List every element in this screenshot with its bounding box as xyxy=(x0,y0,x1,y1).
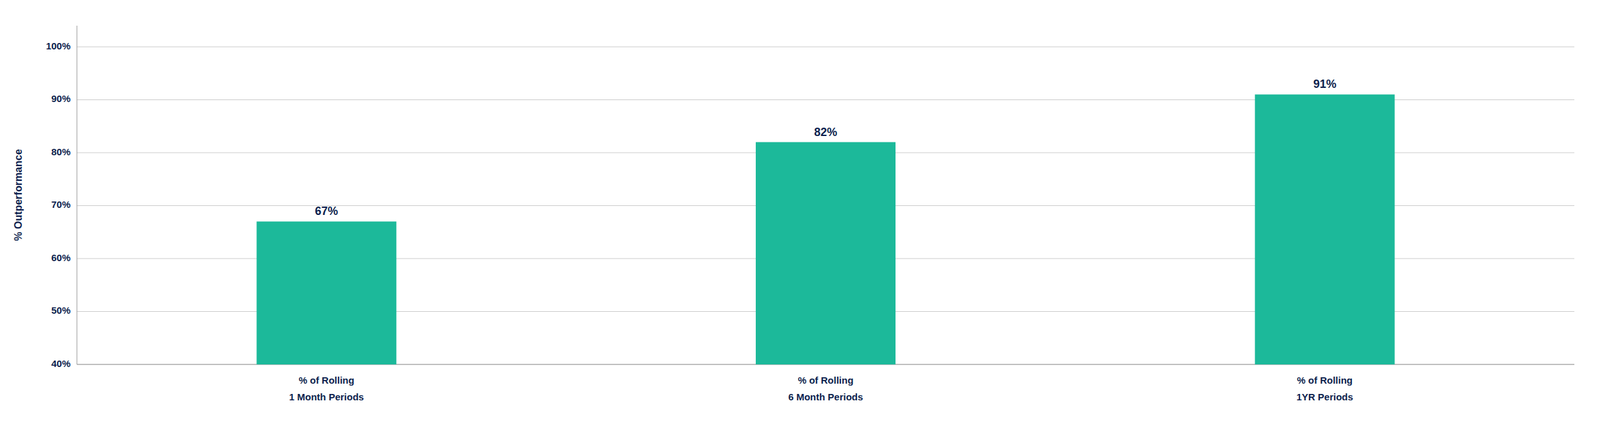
bar xyxy=(1255,94,1395,365)
x-tick-label: % of Rolling1YR Periods xyxy=(1296,374,1353,402)
x-ticks: % of Rolling1 Month Periods % of Rolling6… xyxy=(289,374,1354,402)
y-ticks: 40% 50% 60% 70% 80% 90% 100% xyxy=(46,40,71,369)
grid xyxy=(76,46,1575,365)
y-tick-label: 50% xyxy=(51,304,71,316)
data-labels: 67% 82% 91% xyxy=(314,77,1336,218)
y-axis-label: % Outperformance xyxy=(12,148,24,241)
chart-container: 40% 50% 60% 70% 80% 90% 100% 67% 82% 91% % of Roll… xyxy=(0,0,1600,435)
x-tick-label: % of Rolling6 Month Periods xyxy=(788,374,864,402)
y-tick-label: 70% xyxy=(51,198,71,210)
data-label: 91% xyxy=(1313,77,1337,91)
chart-svg: 40% 50% 60% 70% 80% 90% 100% 67% 82% 91% % of Roll… xyxy=(0,0,1600,435)
x-tick-label: % of Rolling1 Month Periods xyxy=(289,374,365,402)
y-tick-label: 40% xyxy=(51,357,71,369)
grid-line xyxy=(76,46,1575,48)
bars xyxy=(256,94,1395,365)
y-tick-label: 60% xyxy=(51,251,71,263)
bar xyxy=(755,142,896,365)
bar xyxy=(256,221,397,365)
data-label: 82% xyxy=(814,125,838,139)
y-tick-label: 80% xyxy=(51,146,71,158)
data-label: 67% xyxy=(314,204,338,218)
y-tick-label: 100% xyxy=(46,40,71,52)
y-axis-line xyxy=(76,25,78,365)
y-tick-label: 90% xyxy=(51,92,71,104)
